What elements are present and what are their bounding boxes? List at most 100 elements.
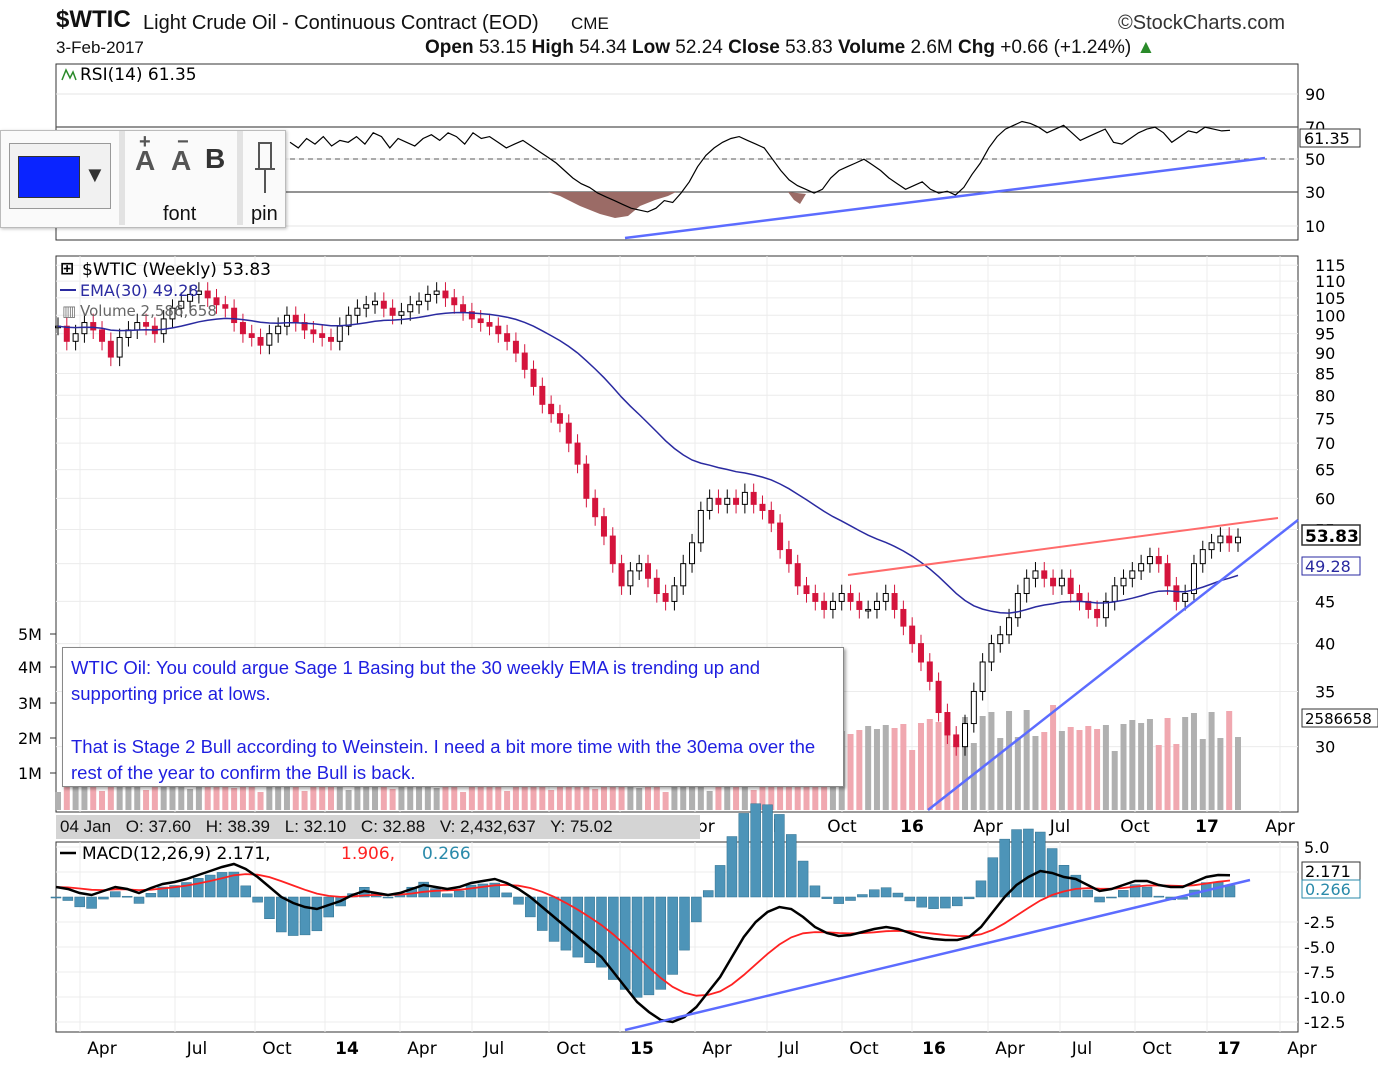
volume-bar (618, 770, 625, 810)
svg-text:49.28: 49.28 (1305, 557, 1351, 576)
volume-bar (169, 771, 176, 810)
macd-hist-bar (430, 888, 441, 898)
candle-body (1217, 535, 1224, 544)
volume-bar (389, 789, 396, 810)
candle-body (283, 314, 290, 327)
macd-hist-bar (572, 896, 584, 958)
rsi-oversold-fill (548, 192, 676, 218)
instrument-name: Light Crude Oil - Continuous Contract (E… (143, 12, 539, 34)
chevron-down-icon[interactable]: ▼ (84, 162, 106, 187)
volume-bar (424, 779, 431, 810)
color-picker[interactable]: ▼ (9, 143, 111, 209)
brand-logo[interactable]: ©StockCharts.com (1118, 12, 1286, 34)
volume-bar (1094, 729, 1101, 810)
volume-bar (1199, 739, 1206, 810)
candle-body (1076, 593, 1083, 602)
candle-body (1111, 585, 1118, 602)
svg-text:53.83: 53.83 (1305, 527, 1359, 547)
volume-bar (636, 788, 643, 810)
volume-bar (962, 717, 969, 810)
candle-body (653, 577, 660, 595)
candle-body (81, 322, 88, 335)
hover-open: O: 37.60 (125, 817, 191, 836)
volume-bar (556, 776, 563, 810)
volume-bar (997, 738, 1004, 810)
macd-tick-label: -12.5 (1304, 1013, 1345, 1032)
volume-bar (697, 782, 704, 810)
volume-bar (1208, 712, 1215, 810)
macd-hist-bar (916, 896, 927, 908)
candle-body (865, 608, 872, 612)
rsi-current-label: 61.35 (1299, 128, 1361, 148)
candle-body (1041, 570, 1048, 579)
candle-body (460, 304, 467, 313)
volume-bar (345, 790, 352, 810)
chg-value: +0.66 (+1.24%) (1000, 37, 1132, 58)
pin-icon (255, 142, 275, 193)
font-decrease-button[interactable]: − A (171, 131, 192, 176)
volume-bar (231, 788, 238, 810)
price-tick-label: 110 (1315, 272, 1346, 291)
candle-body (398, 311, 405, 316)
svg-text:0.266: 0.266 (1305, 880, 1351, 899)
macd-hist-bar (702, 890, 714, 898)
macd-hist-bar (216, 872, 228, 898)
font-increase-button[interactable]: + A (135, 131, 156, 176)
price-legend: ⊞ $WTIC (Weekly) 53.83 EMA(30) 49.28 ▥ V… (60, 259, 271, 320)
candle-body (821, 600, 828, 610)
volume-bar (81, 773, 88, 810)
volume-bar (248, 783, 255, 810)
macd-hist-bar (1141, 886, 1153, 898)
volume-bar (1014, 737, 1021, 810)
volume-bar (953, 744, 960, 810)
macd-hist-bar (750, 803, 761, 898)
volume-bar (530, 772, 537, 810)
macd-hist-bar (714, 865, 726, 898)
annotation-text-1: WTIC Oil: You could argue Sage 1 Basing … (71, 657, 761, 704)
volume-bar (750, 790, 757, 810)
price-tick-label: 75 (1315, 409, 1335, 428)
volume-bar (1076, 730, 1083, 810)
color-swatch[interactable] (18, 156, 80, 198)
annotation-box[interactable]: WTIC Oil: You could argue Sage 1 Basing … (62, 647, 844, 787)
macd-hist-bar (382, 896, 394, 899)
macd-hist-bar (679, 896, 690, 951)
candle-body (1173, 585, 1180, 602)
macd-hist-bar (631, 896, 643, 998)
quote-summary: Open 53.15 High 54.34 Low 52.24 Close 53… (425, 37, 1155, 59)
pin-button[interactable]: pin (249, 139, 283, 225)
macd-hist-bar (774, 814, 785, 898)
volume-bar (363, 785, 370, 810)
volume-bar (1120, 724, 1127, 810)
volume-bar (125, 772, 132, 810)
candle-body (671, 585, 678, 602)
candle-body (99, 329, 106, 342)
volume-bar (1102, 725, 1109, 810)
candle-body (785, 549, 792, 565)
macd-hist-bar (418, 881, 429, 898)
macd-hist-bar (228, 871, 240, 898)
macd-hist-bar (442, 893, 453, 898)
price-tick-label: 70 (1315, 434, 1335, 453)
candle-body (486, 322, 493, 327)
volume-bar (759, 776, 766, 810)
price-tick-label: 35 (1315, 682, 1335, 701)
volume-bar (680, 787, 687, 810)
macd-hist-bar (86, 896, 97, 909)
volume-bar (195, 775, 202, 810)
low-value: 52.24 (675, 37, 723, 58)
volume-bar (935, 722, 942, 810)
macd-hist-bar (809, 885, 821, 898)
font-bold-button[interactable]: B (205, 143, 226, 174)
candle-body (592, 497, 599, 518)
candle-body (909, 625, 916, 645)
volume-bar (107, 777, 114, 810)
volume-bar (407, 784, 414, 810)
rsi-legend-text: RSI(14) 61.35 (80, 65, 197, 85)
volume-bar (1041, 732, 1048, 810)
hover-high: H: 38.39 (205, 817, 270, 836)
macd-tick-label: 5.0 (1304, 838, 1329, 857)
volume-bar (645, 774, 651, 810)
candle-body (160, 318, 167, 335)
volume-bar (979, 716, 986, 810)
